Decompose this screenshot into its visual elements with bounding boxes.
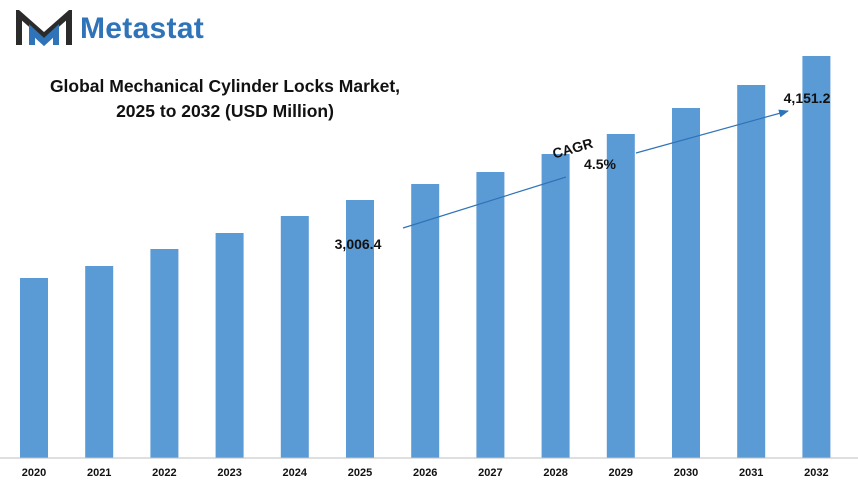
cagr-arrow-line-1	[402, 176, 567, 229]
x-tick-label-2029: 2029	[609, 467, 633, 479]
bar-2032	[802, 56, 831, 458]
x-axis-ticks: 2020 2021 2022 2023 2024 2025 2026 2027 2028 2029…	[22, 467, 829, 479]
bar-2030	[672, 108, 700, 458]
bar-2025	[346, 200, 374, 458]
x-tick-label-2025: 2025	[348, 467, 372, 479]
x-tick-label-2032: 2032	[804, 467, 828, 479]
cagr-arrow-line-2	[635, 109, 789, 154]
bar-2021	[85, 266, 114, 458]
chart-title-line-1: Global Mechanical Cylinder Locks Market,	[49, 76, 401, 96]
x-tick-label-2026: 2026	[413, 467, 437, 479]
data-label-2025: 3,006.4	[335, 236, 382, 252]
bar-2031	[737, 85, 766, 458]
bar-2027	[476, 172, 505, 458]
chart-title: Global Mechanical Cylinder Locks Market,…	[20, 74, 430, 124]
bars-group	[20, 56, 831, 458]
bar-2026	[411, 184, 440, 458]
bar-2024	[280, 216, 309, 458]
x-tick-label-2024: 2024	[283, 467, 308, 479]
chart-title-line-2: 2025 to 2032 (USD Million)	[116, 101, 334, 121]
x-tick-label-2030: 2030	[674, 467, 698, 479]
x-tick-label-2020: 2020	[22, 467, 46, 479]
cagr-value: 4.5%	[584, 156, 616, 172]
metastat-logo: Metastat	[16, 10, 204, 48]
bar-2020	[20, 278, 48, 458]
x-tick-label-2021: 2021	[87, 467, 111, 479]
brand-name: Metastat	[80, 12, 205, 45]
metastat-m-logo-icon	[16, 10, 72, 47]
data-label-2032: 4,151.2	[784, 90, 831, 106]
x-tick-label-2027: 2027	[478, 467, 502, 479]
bar-2028	[541, 154, 570, 458]
x-tick-label-2022: 2022	[152, 467, 176, 479]
bar-2022	[150, 249, 179, 458]
x-tick-label-2031: 2031	[739, 467, 763, 479]
bar-2023	[215, 233, 244, 458]
bar-2029	[606, 134, 635, 458]
x-tick-label-2023: 2023	[217, 467, 241, 479]
x-tick-label-2028: 2028	[543, 467, 567, 479]
